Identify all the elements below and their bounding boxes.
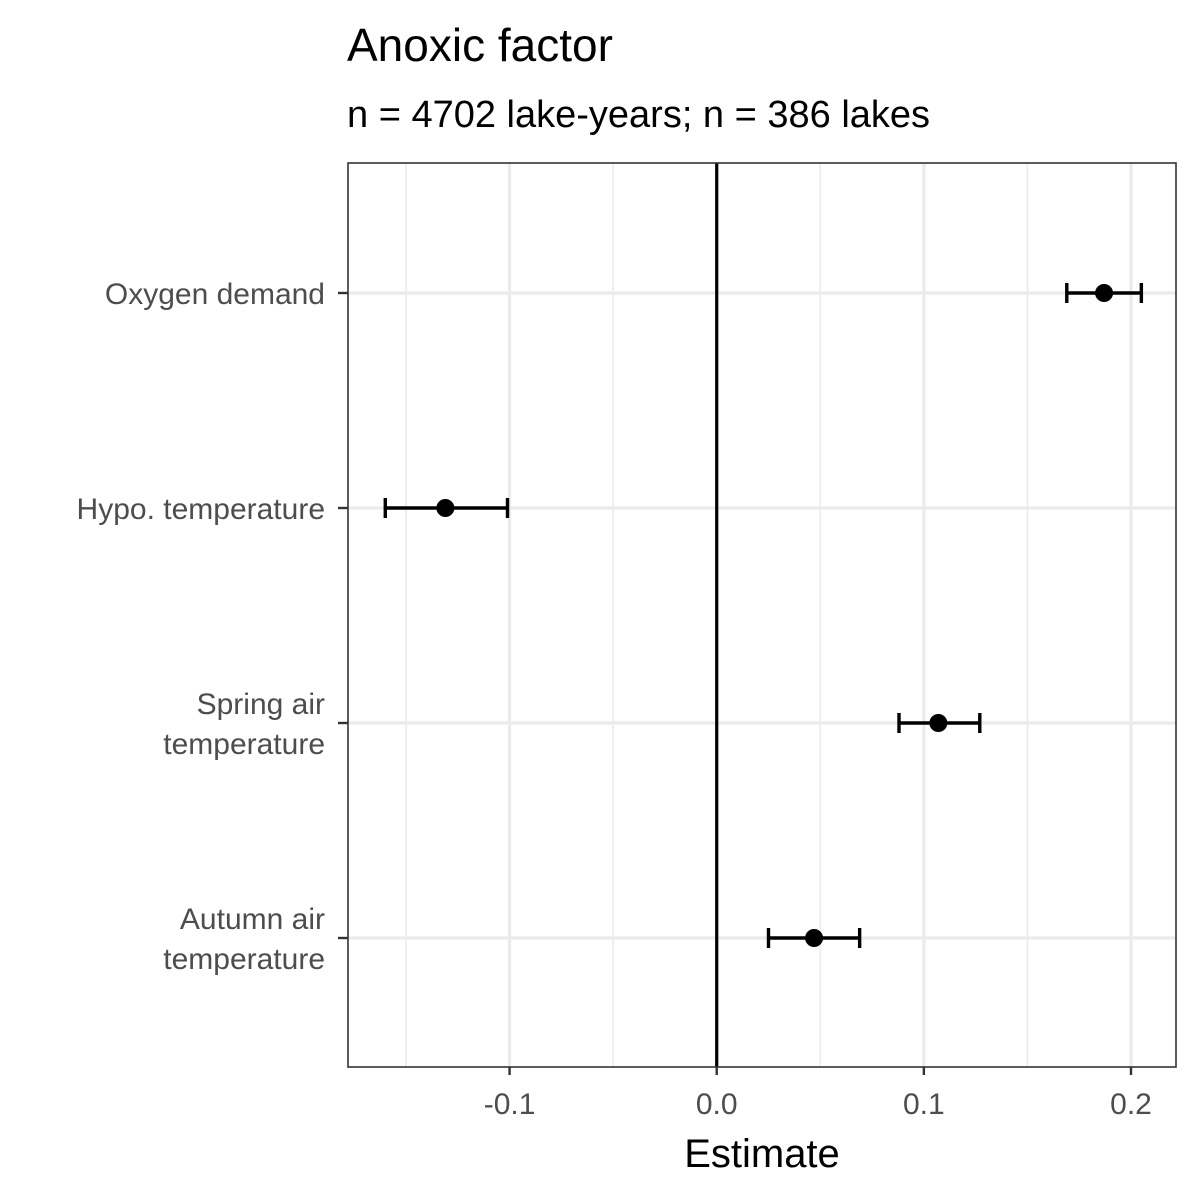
estimate-point — [805, 929, 824, 947]
x-tick-label: 0.0 — [696, 1088, 738, 1121]
y-tick-label: Hypo. temperature — [77, 493, 325, 526]
y-tick-label: temperature — [163, 943, 325, 976]
x-tick-label: 0.2 — [1110, 1088, 1152, 1121]
axes: -0.1 0.0 0.1 0.2 Oxygen demand Hypo. temperat… — [77, 278, 1152, 1121]
y-tick-label: Autumn air — [180, 903, 325, 936]
estimate-point — [1095, 284, 1114, 302]
estimate-mark — [383, 498, 510, 518]
chart-title: Anoxic factor — [347, 19, 613, 71]
estimate-mark — [1065, 283, 1144, 303]
y-tick-label: Spring air — [197, 688, 325, 721]
panel-border — [347, 162, 1177, 1068]
x-axis-title: Estimate — [684, 1132, 840, 1176]
x-tick-label: 0.1 — [903, 1088, 945, 1121]
estimate-point — [436, 499, 455, 517]
x-tick-label: -0.1 — [484, 1088, 536, 1121]
y-tick-label: temperature — [163, 728, 325, 761]
estimate-mark — [897, 713, 982, 733]
y-tick-label: Oxygen demand — [105, 278, 325, 311]
estimate-mark — [766, 928, 862, 948]
chart-subtitle: n = 4702 lake-years; n = 386 lakes — [347, 94, 931, 136]
estimate-point — [929, 714, 948, 732]
grid-lines — [348, 163, 1176, 1067]
data-marks — [383, 283, 1144, 948]
